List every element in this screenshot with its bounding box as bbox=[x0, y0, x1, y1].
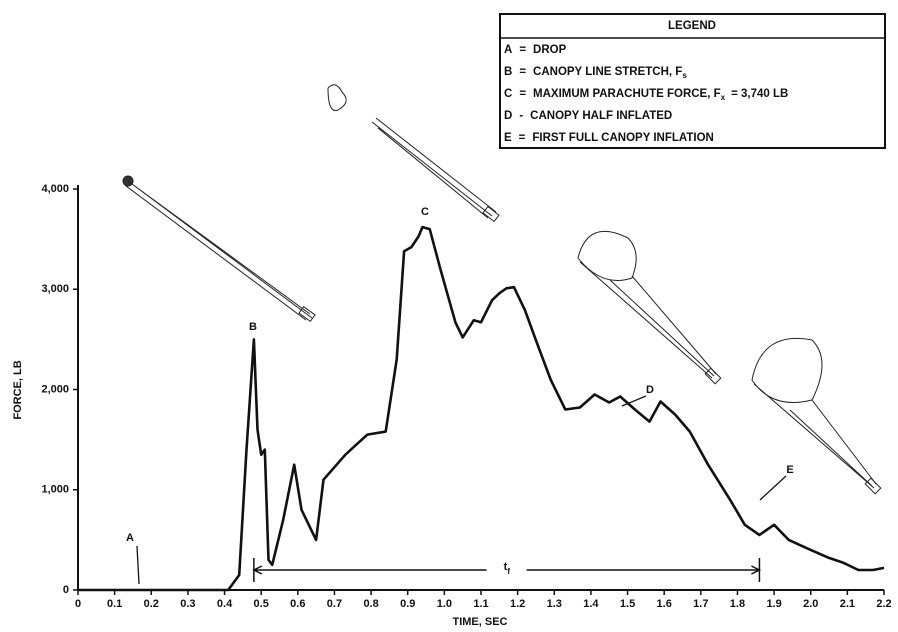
annotation-arrow bbox=[137, 546, 139, 584]
x-tick-label: 1.3 bbox=[547, 598, 562, 610]
x-tick-label: 1.7 bbox=[693, 598, 708, 610]
interval-subscript: f bbox=[507, 567, 510, 576]
legend-key: B bbox=[504, 66, 512, 78]
y-tick-label: 2,000 bbox=[41, 383, 69, 395]
x-tick-label: 1.8 bbox=[730, 598, 745, 610]
legend-text: DROP bbox=[533, 44, 567, 56]
x-axis-label: TIME, SEC bbox=[452, 616, 507, 628]
legend-subscript: x bbox=[721, 93, 726, 102]
parachute-icon bbox=[865, 478, 881, 494]
legend-sep: = bbox=[519, 44, 526, 56]
legend-key: C bbox=[504, 88, 512, 100]
legend-entry: C = MAXIMUM PARACHUTE FORCE, Fx = 3,740 LB bbox=[504, 88, 788, 102]
legend-text: CANOPY HALF INFLATED bbox=[530, 110, 672, 122]
legend-text: CANOPY LINE STRETCH, F bbox=[533, 66, 682, 78]
interval-label: tf bbox=[504, 561, 511, 576]
parachute-icon bbox=[578, 231, 716, 378]
x-tick-label: 2.2 bbox=[876, 598, 891, 610]
parachute-icon bbox=[328, 85, 346, 111]
x-tick-label: 2.1 bbox=[840, 598, 855, 610]
legend: LEGEND A = DROP B = CANOPY LINE STRETCH, Fs C =… bbox=[500, 14, 885, 148]
parachute-icon bbox=[483, 207, 499, 222]
y-tick-label: 3,000 bbox=[41, 283, 69, 295]
x-tick-label: 1.6 bbox=[657, 598, 672, 610]
x-tick-label: 0.7 bbox=[327, 598, 342, 610]
x-tick-label: 0.6 bbox=[290, 598, 305, 610]
legend-text: MAXIMUM PARACHUTE FORCE, F bbox=[533, 88, 721, 100]
legend-key: A bbox=[504, 44, 512, 56]
x-tick-label: 0.3 bbox=[180, 598, 195, 610]
legend-sep: = bbox=[519, 88, 526, 100]
y-tick-label: 0 bbox=[63, 584, 69, 596]
annotation: D bbox=[646, 384, 654, 396]
chart: LEGEND A = DROP B = CANOPY LINE STRETCH, Fs C =… bbox=[0, 0, 898, 632]
annotation: C bbox=[421, 206, 429, 218]
legend-subscript: s bbox=[682, 71, 687, 80]
x-tick-label: 1.9 bbox=[766, 598, 781, 610]
x-tick-label: 0.4 bbox=[217, 598, 233, 610]
x-tick-label: 0.1 bbox=[107, 598, 122, 610]
x-tick-label: 0 bbox=[75, 598, 81, 610]
legend-tail: = 3,740 LB bbox=[731, 88, 788, 100]
data-line bbox=[78, 227, 884, 590]
annotation: B bbox=[249, 321, 257, 333]
x-tick-label: 0.8 bbox=[363, 598, 378, 610]
x-tick-label: 1.4 bbox=[583, 598, 599, 610]
annotation: A bbox=[126, 532, 134, 544]
legend-entry: D-CANOPY HALF INFLATED bbox=[504, 110, 672, 122]
x-tick-label: 2.0 bbox=[803, 598, 818, 610]
annotation-arrow bbox=[760, 476, 786, 500]
legend-sep: = bbox=[519, 66, 526, 78]
legend-key: D bbox=[504, 110, 512, 122]
x-tick-label: 0.2 bbox=[144, 598, 159, 610]
x-tick-label: 1.1 bbox=[473, 598, 488, 610]
parachute-icon bbox=[372, 118, 496, 218]
parachute-icon bbox=[126, 181, 312, 320]
x-tick-label: 1.2 bbox=[510, 598, 525, 610]
x-tick-label: 0.5 bbox=[254, 598, 269, 610]
legend-text: FIRST FULL CANOPY INFLATION bbox=[532, 132, 713, 144]
legend-sep: - bbox=[519, 110, 523, 122]
x-tick-label: 1.0 bbox=[437, 598, 452, 610]
legend-title: LEGEND bbox=[668, 20, 716, 32]
x-tick-label: 0.9 bbox=[400, 598, 415, 610]
legend-box bbox=[500, 14, 885, 148]
y-axis-label: FORCE, LB bbox=[12, 360, 24, 419]
annotation: E bbox=[786, 464, 793, 476]
legend-entry: E = FIRST FULL CANOPY INFLATION bbox=[504, 132, 714, 144]
y-tick-label: 4,000 bbox=[41, 183, 69, 195]
x-tick-label: 1.5 bbox=[620, 598, 635, 610]
legend-key: E bbox=[504, 132, 512, 144]
y-tick-label: 1,000 bbox=[41, 484, 69, 496]
parachute-icon bbox=[752, 338, 876, 488]
legend-sep: = bbox=[519, 132, 526, 144]
